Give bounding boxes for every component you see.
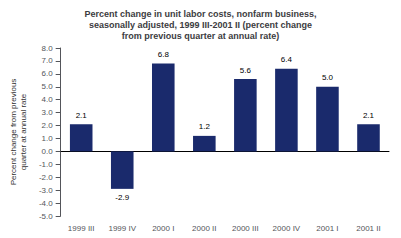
svg-text:6.4: 6.4: [281, 55, 293, 64]
svg-text:2000 IV: 2000 IV: [273, 224, 301, 233]
svg-text:5.6: 5.6: [240, 66, 252, 75]
svg-text:3.0: 3.0: [42, 108, 54, 117]
svg-text:-2.0: -2.0: [39, 173, 53, 182]
svg-text:seasonally adjusted, 1999 III-: seasonally adjusted, 1999 III-2001 II (p…: [89, 20, 312, 30]
svg-text:2.1: 2.1: [363, 111, 375, 120]
svg-text:quarter at annual rate: quarter at annual rate: [19, 93, 28, 170]
svg-text:1.2: 1.2: [199, 122, 211, 131]
svg-text:2000 I: 2000 I: [152, 224, 174, 233]
svg-text:5.0: 5.0: [42, 82, 54, 91]
svg-text:1999 III: 1999 III: [68, 224, 95, 233]
svg-text:from previous quarter at annua: from previous quarter at annual rate): [122, 31, 280, 41]
svg-text:7.0: 7.0: [42, 56, 54, 65]
svg-text:-1.0: -1.0: [39, 160, 53, 169]
svg-text:-5.0: -5.0: [39, 212, 53, 221]
svg-text:2.1: 2.1: [76, 111, 88, 120]
svg-text:2.0: 2.0: [42, 121, 54, 130]
svg-text:0.0: 0.0: [42, 147, 54, 156]
svg-text:1999 IV: 1999 IV: [108, 224, 136, 233]
svg-text:6.0: 6.0: [42, 69, 54, 78]
svg-text:-4.0: -4.0: [39, 199, 53, 208]
svg-text:Percent change in unit labor c: Percent change in unit labor costs, nonf…: [84, 9, 316, 19]
svg-text:2000 II: 2000 II: [192, 224, 216, 233]
svg-text:-3.0: -3.0: [39, 186, 53, 195]
svg-text:2001 I: 2001 I: [316, 224, 338, 233]
svg-text:Percent change from previous: Percent change from previous: [9, 79, 18, 186]
svg-text:2001 II: 2001 II: [356, 224, 380, 233]
svg-text:8.0: 8.0: [42, 44, 54, 53]
svg-text:4.0: 4.0: [42, 95, 54, 104]
svg-text:5.0: 5.0: [322, 73, 334, 82]
svg-text:2000 III: 2000 III: [232, 224, 259, 233]
svg-text:6.8: 6.8: [158, 50, 170, 59]
svg-text:1.0: 1.0: [42, 134, 54, 143]
svg-text:-2.9: -2.9: [115, 193, 129, 202]
